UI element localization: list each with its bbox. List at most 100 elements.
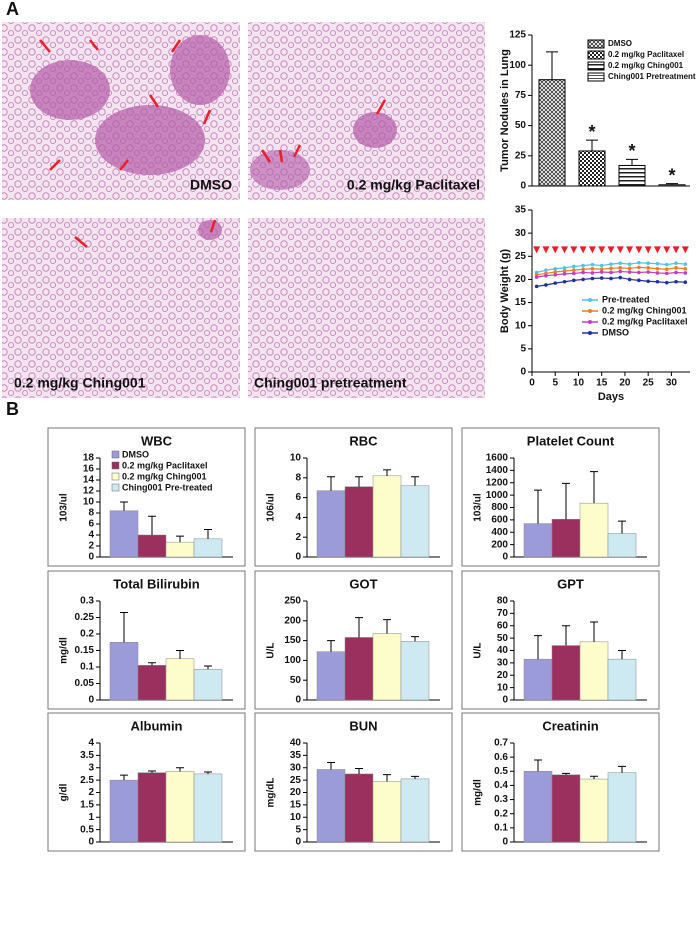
annotation: * [668,165,675,185]
dose-marker [616,246,624,254]
y-tick-label: 5 [520,343,526,354]
point [664,280,669,285]
panel-label: B [6,399,19,419]
error-bar [148,662,156,666]
bar [523,771,553,843]
error-bar [383,469,391,476]
point [562,269,567,273]
legend-swatch [111,450,120,459]
y-axis-label: 103/ul [59,493,70,522]
error-bar [562,482,570,520]
y-tick-label: 1200 [486,477,509,488]
legend-label: 0.2 mg/kg Ching001 [122,471,207,481]
y-tick-label: 25 [290,775,302,786]
dose-marker [533,246,541,254]
dose-marker [598,246,606,254]
dose-marker [588,246,596,254]
y-tick-label: 0 [295,695,301,706]
y-tick-label: 1000 [486,490,509,501]
bar [193,669,223,701]
error-bar [411,636,419,642]
y-tick-label: 30 [515,228,527,239]
x-tick-label: 15 [596,378,608,389]
error-bar [327,762,335,770]
y-axis-label: U/L [473,642,484,658]
y-tick-label: 30 [497,658,509,669]
legend-swatch [587,39,605,49]
y-tick-label: 150 [284,635,301,646]
y-tick-label: 0 [88,552,94,563]
y-tick-label: 1 [88,812,94,823]
error-bar [546,51,558,80]
legend-swatch [111,472,120,481]
point [655,266,660,271]
point [655,279,660,284]
dose-marker [635,246,643,254]
legend-label: Ching001 Pre-treated [122,482,213,492]
x-tick-label: 20 [619,378,631,389]
y-tick-label: 75 [515,90,527,101]
y-tick-label: 800 [491,502,508,513]
error-bar [327,476,335,491]
point [553,266,558,271]
point [544,268,548,272]
y-tick-label: 3 [88,762,94,773]
y-tick-label: 100 [509,60,526,71]
y-tick-label: 15 [515,297,527,308]
point [674,266,678,270]
error-bar [666,183,678,185]
image-label: Ching001 pretreatment [254,375,407,391]
y-tick-label: 40 [497,645,509,656]
y-tick-label: 10 [497,682,509,693]
y-tick-label: 20 [290,787,302,798]
x-tick-label: 5 [552,378,558,389]
dose-marker [644,246,652,254]
y-tick-label: 2 [88,787,94,798]
point [618,275,623,280]
error-bar [626,158,638,166]
chart-title: RBC [349,433,378,448]
point [674,270,678,275]
point [683,271,688,275]
legend-label: Pre-treated [602,294,650,304]
bar [193,773,223,843]
x-tick-label: 25 [643,378,655,389]
y-tick-label: 2 [295,532,301,543]
chart-title: Platelet Count [527,433,615,448]
point [683,266,688,271]
legend-label: Ching001 Pretreatment [608,72,696,81]
y-axis-label: mg/dl [473,779,484,806]
micrograph [248,218,485,398]
y-tick-label: 0 [520,181,526,192]
bar [137,665,167,701]
error-bar [120,612,128,643]
error-bar [120,501,128,511]
error-bar [120,774,128,781]
point [609,262,613,266]
y-axis-label: U/L [266,642,277,658]
y-tick-label: 0.2 [494,808,508,819]
y-tick-label: 0 [502,552,508,563]
dose-marker [561,246,569,254]
x-axis-label: Days [598,391,624,403]
dose-marker [626,246,634,254]
chart-title: Creatinin [542,718,598,733]
error-bar [148,770,156,773]
point [562,272,567,276]
point [646,270,650,274]
bar [607,658,637,701]
y-tick-label: 0.15 [75,645,95,656]
legend-marker [588,298,592,302]
legend-label: 0.2 mg/kg Ching001 [602,305,687,315]
y-tick-label: 6 [295,492,301,503]
point [627,277,632,282]
error-bar [204,529,212,539]
y-tick-label: 20 [497,670,509,681]
y-tick-label: 50 [497,633,509,644]
y-tick-label: 40 [290,738,302,749]
point [627,266,632,271]
y-tick-label: 25 [515,251,527,262]
bar [372,633,402,701]
error-bar [590,775,598,780]
point [581,270,585,275]
